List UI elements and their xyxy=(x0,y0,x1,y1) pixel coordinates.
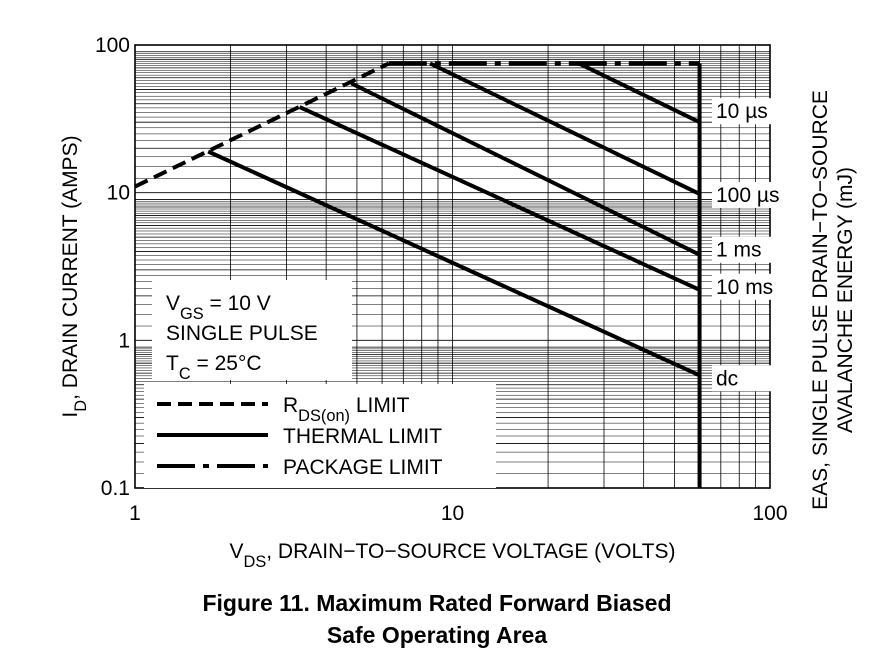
series-line xyxy=(134,61,390,189)
y2-axis-title-line2: AVALANCHE ENERGY (mJ) xyxy=(834,167,857,433)
curve-label-bg xyxy=(712,365,774,392)
legend-label: THERMAL LIMIT xyxy=(283,425,442,448)
condition-text: SINGLE PULSE xyxy=(166,322,318,345)
series-line xyxy=(429,61,701,196)
x-axis-title: VDS, DRAIN−TO−SOURCE VOLTAGE (VOLTS) xyxy=(230,540,676,571)
axis-titles: VDS, DRAIN−TO−SOURCE VOLTAGE (VOLTS) ID, … xyxy=(59,90,857,571)
curve-label: 10 ms xyxy=(716,276,773,299)
x-tick-label: 100 xyxy=(752,502,787,525)
curve-label-bg xyxy=(712,236,774,263)
legend-label: PACKAGE LIMIT xyxy=(283,456,443,479)
curve-label: 10 µs xyxy=(716,100,768,123)
curve-label: dc xyxy=(716,367,738,390)
curve-labels: 10 µs 100 µs 1 ms 10 ms dc xyxy=(712,98,779,392)
y-tick-label: 10 xyxy=(107,182,130,205)
x-tick-label: 10 xyxy=(441,502,464,525)
condition-text: VGS = 10 V xyxy=(166,292,271,323)
series-line xyxy=(577,61,701,125)
y-tick-label: 1 xyxy=(118,329,130,352)
figure-caption-line2: Safe Operating Area xyxy=(326,622,548,648)
figure-caption-line1: Figure 11. Maximum Rated Forward Biased xyxy=(202,590,672,616)
y-axis-title: ID, DRAIN CURRENT (AMPS) xyxy=(59,135,90,417)
series-line xyxy=(350,81,701,257)
curve-label-bg xyxy=(712,98,774,125)
legend-label: RDS(on) LIMIT xyxy=(283,394,410,425)
series-line xyxy=(207,149,701,378)
curve-label: 100 µs xyxy=(716,184,779,207)
curve-label-bg xyxy=(712,181,774,208)
series-line xyxy=(298,105,701,292)
curve-label-bg xyxy=(712,273,774,300)
y-tick-label: 100 xyxy=(95,34,130,57)
series-lines xyxy=(134,61,702,488)
conditions-box xyxy=(152,280,352,380)
y2-axis-title-line1: EAS, SINGLE PULSE DRAIN−TO−SOURCE xyxy=(809,90,832,510)
curve-label: 1 ms xyxy=(716,239,762,262)
y-tick-label: 0.1 xyxy=(101,477,130,500)
condition-text: TC = 25°C xyxy=(166,352,262,383)
x-tick-label: 1 xyxy=(129,502,141,525)
